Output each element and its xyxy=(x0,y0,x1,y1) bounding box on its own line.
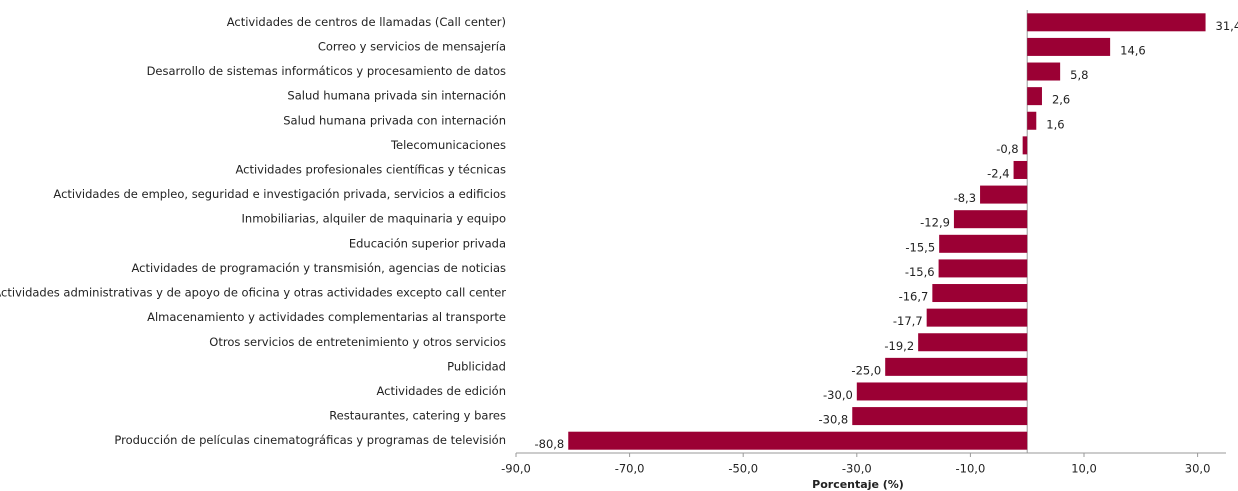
y-tick-label: Inmobiliarias, alquiler de maquinaria y … xyxy=(242,212,506,226)
value-label: -8,3 xyxy=(954,191,976,205)
bar xyxy=(953,210,1028,229)
y-tick-label: Almacenamiento y actividades complementa… xyxy=(147,310,506,324)
value-label: -16,7 xyxy=(899,290,929,304)
value-label: 5,8 xyxy=(1070,68,1088,82)
bar xyxy=(938,259,1028,278)
y-tick-label: Producción de películas cinematográficas… xyxy=(114,433,506,447)
bar xyxy=(1027,111,1037,130)
y-tick-label: Telecomunicaciones xyxy=(390,138,506,152)
y-tick-label: Publicidad xyxy=(447,359,506,373)
value-label: -12,9 xyxy=(920,216,950,230)
bar xyxy=(852,407,1028,426)
bar xyxy=(932,284,1028,303)
y-tick-label: Actividades de centros de llamadas (Call… xyxy=(227,15,506,29)
y-tick-label: Actividades de empleo, seguridad e inves… xyxy=(53,187,506,201)
value-label: -2,4 xyxy=(987,166,1009,180)
x-tick-label: -50,0 xyxy=(728,462,758,476)
x-tick-label: -30,0 xyxy=(842,462,872,476)
value-label: -15,6 xyxy=(905,265,935,279)
value-label: -17,7 xyxy=(893,314,923,328)
x-tick-label: -90,0 xyxy=(501,462,531,476)
value-label: -25,0 xyxy=(851,363,881,377)
bar xyxy=(939,234,1028,253)
bar xyxy=(926,308,1028,327)
value-label: -30,8 xyxy=(818,413,848,427)
bar xyxy=(1027,87,1042,106)
x-axis-label: Porcentaje (%) xyxy=(812,478,904,491)
y-tick-label: Actividades profesionales científicas y … xyxy=(235,162,506,176)
x-tick-label: 30,0 xyxy=(1185,462,1211,476)
value-label: 1,6 xyxy=(1046,117,1064,131)
y-tick-label: Desarrollo de sistemas informáticos y pr… xyxy=(147,64,506,78)
bar xyxy=(856,382,1028,401)
bar xyxy=(918,333,1028,352)
bar xyxy=(885,357,1028,376)
value-label: -0,8 xyxy=(996,142,1018,156)
x-tick-label: -70,0 xyxy=(615,462,645,476)
x-tick-label: 10,0 xyxy=(1071,462,1097,476)
y-tick-label: Restaurantes, catering y bares xyxy=(329,409,506,423)
bar xyxy=(1022,136,1028,155)
value-label: -30,0 xyxy=(823,388,853,402)
value-label: -19,2 xyxy=(884,339,914,353)
bar xyxy=(1013,160,1028,179)
x-tick-label: -10,0 xyxy=(956,462,986,476)
y-tick-label: Actividades de programación y transmisió… xyxy=(131,261,506,275)
y-tick-label: Otros servicios de entretenimiento y otr… xyxy=(209,335,506,349)
bar xyxy=(1027,13,1206,32)
bar xyxy=(1027,37,1111,56)
y-tick-label: Actividades administrativas y de apoyo d… xyxy=(0,286,506,300)
value-label: 14,6 xyxy=(1120,43,1146,57)
value-label: 2,6 xyxy=(1052,93,1070,107)
value-label: -80,8 xyxy=(534,437,564,451)
bar xyxy=(568,431,1028,450)
value-label: -15,5 xyxy=(905,240,935,254)
bar xyxy=(1027,62,1061,81)
value-label: 31,4 xyxy=(1216,19,1238,33)
y-tick-label: Salud humana privada con internación xyxy=(283,113,506,127)
y-tick-label: Educación superior privada xyxy=(349,236,506,250)
bar xyxy=(980,185,1028,204)
y-tick-label: Actividades de edición xyxy=(376,384,506,398)
y-tick-label: Salud humana privada sin internación xyxy=(287,89,506,103)
y-tick-label: Correo y servicios de mensajería xyxy=(318,39,506,53)
